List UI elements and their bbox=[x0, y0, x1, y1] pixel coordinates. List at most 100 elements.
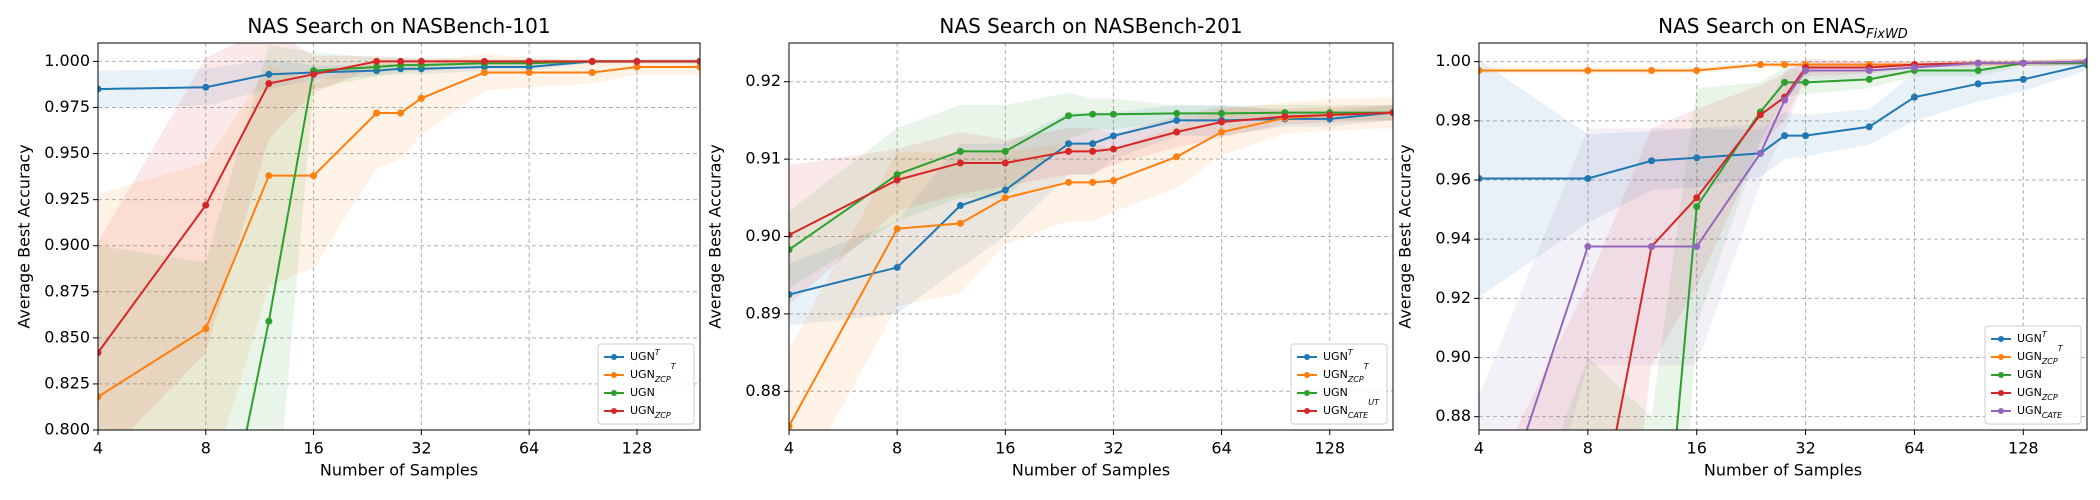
legend-sup: T bbox=[2042, 330, 2048, 339]
data-point bbox=[310, 70, 318, 78]
data-point bbox=[1479, 175, 1483, 183]
y-tick-label: 0.825 bbox=[44, 373, 90, 392]
data-point bbox=[202, 201, 210, 209]
data-point bbox=[265, 172, 273, 180]
y-tick-label: 0.88 bbox=[1435, 406, 1471, 425]
x-tick-label: 4 bbox=[1474, 439, 1484, 458]
legend-sup: T bbox=[1364, 362, 1370, 371]
legend-label: UGNZCPT bbox=[2017, 344, 2064, 367]
legend-marker bbox=[1998, 408, 2004, 414]
x-tick-label: 128 bbox=[622, 439, 653, 458]
data-point bbox=[397, 109, 405, 117]
data-point bbox=[1001, 194, 1009, 202]
plot-frame bbox=[1478, 42, 2088, 431]
data-point bbox=[2019, 59, 2027, 67]
data-point bbox=[1089, 147, 1097, 155]
data-point bbox=[1479, 67, 1483, 75]
series-line bbox=[789, 111, 1393, 427]
x-tick-label: 32 bbox=[1103, 439, 1123, 458]
x-tick-label: 8 bbox=[201, 439, 211, 458]
std-band bbox=[1479, 58, 2087, 297]
data-point bbox=[1109, 110, 1117, 118]
data-point bbox=[525, 57, 533, 65]
data-point bbox=[373, 63, 381, 71]
std-band bbox=[1561, 60, 2087, 430]
data-point bbox=[588, 68, 596, 76]
legend-label: UGN bbox=[1323, 386, 1348, 399]
legend-name: UGN bbox=[630, 386, 655, 399]
legend-sub: ZCP bbox=[654, 375, 671, 384]
legend-sup: UT bbox=[1368, 398, 1380, 407]
legend-label: UGNZCP bbox=[2017, 386, 2058, 402]
data-point bbox=[1065, 112, 1073, 120]
x-tick-label: 128 bbox=[2008, 439, 2039, 458]
data-point bbox=[1065, 147, 1073, 155]
data-point bbox=[480, 68, 488, 76]
y-tick-label: 0.91 bbox=[745, 149, 781, 168]
legend-label: UGNZCPT bbox=[1323, 362, 1370, 385]
data-point bbox=[1974, 67, 1982, 75]
legend-label: UGNZCP bbox=[630, 404, 671, 420]
data-point bbox=[1281, 113, 1289, 121]
data-point bbox=[789, 422, 793, 430]
x-tick-label: 4 bbox=[93, 439, 103, 458]
legend-label: UGNT bbox=[630, 348, 661, 363]
legend-sub: ZCP bbox=[654, 411, 671, 420]
data-point bbox=[417, 94, 425, 102]
data-point bbox=[1584, 243, 1592, 251]
legend-name: UGN bbox=[1323, 386, 1348, 399]
data-point bbox=[696, 57, 700, 65]
title-sub: FixWD bbox=[1866, 27, 1908, 42]
x-tick-label: 8 bbox=[1583, 439, 1593, 458]
y-tick-label: 1.00 bbox=[1435, 51, 1471, 70]
y-tick-label: 0.950 bbox=[44, 143, 90, 162]
data-point bbox=[98, 393, 102, 401]
legend-marker bbox=[1304, 354, 1310, 360]
legend-label: UGN bbox=[2017, 368, 2042, 381]
legend-marker bbox=[611, 354, 617, 360]
x-axis-label: Number of Samples bbox=[320, 461, 478, 480]
legend-name: UGN bbox=[1323, 368, 1348, 381]
legend-label: UGN bbox=[630, 386, 655, 399]
data-point bbox=[265, 80, 273, 88]
series-line bbox=[1525, 60, 2087, 430]
series-line bbox=[98, 65, 700, 398]
x-tick-label: 128 bbox=[1314, 439, 1345, 458]
data-point bbox=[310, 172, 318, 180]
data-point bbox=[2083, 58, 2087, 66]
data-point bbox=[956, 202, 964, 210]
data-point bbox=[480, 57, 488, 65]
data-point bbox=[1089, 140, 1097, 148]
data-point bbox=[1218, 118, 1226, 126]
y-tick-label: 0.88 bbox=[745, 381, 781, 400]
data-point bbox=[1693, 194, 1701, 202]
x-axis-label: Number of Samples bbox=[1704, 461, 1862, 480]
data-point bbox=[696, 63, 700, 71]
data-point bbox=[893, 176, 901, 184]
legend-marker bbox=[1304, 372, 1310, 378]
data-point bbox=[956, 147, 964, 155]
data-point bbox=[1173, 153, 1181, 161]
data-point bbox=[1648, 243, 1656, 251]
data-point bbox=[1065, 140, 1073, 148]
legend-label: UGNT bbox=[2017, 330, 2048, 345]
data-point bbox=[1802, 132, 1810, 140]
std-band bbox=[1479, 58, 2087, 430]
data-point bbox=[1001, 186, 1009, 194]
legend-name: UGN bbox=[2017, 386, 2042, 399]
data-point bbox=[1109, 177, 1117, 185]
data-point bbox=[373, 109, 381, 117]
y-tick-label: 1.000 bbox=[44, 51, 90, 70]
data-point bbox=[1109, 132, 1117, 140]
data-point bbox=[1693, 203, 1701, 211]
data-point bbox=[373, 57, 381, 65]
data-point bbox=[1865, 67, 1873, 75]
data-point bbox=[1218, 128, 1226, 136]
data-point bbox=[1974, 80, 1982, 88]
y-tick-label: 0.850 bbox=[44, 327, 90, 346]
chart-title: NAS Search on NASBench-201 bbox=[939, 14, 1242, 38]
data-point bbox=[789, 246, 793, 254]
data-point bbox=[1218, 109, 1226, 117]
